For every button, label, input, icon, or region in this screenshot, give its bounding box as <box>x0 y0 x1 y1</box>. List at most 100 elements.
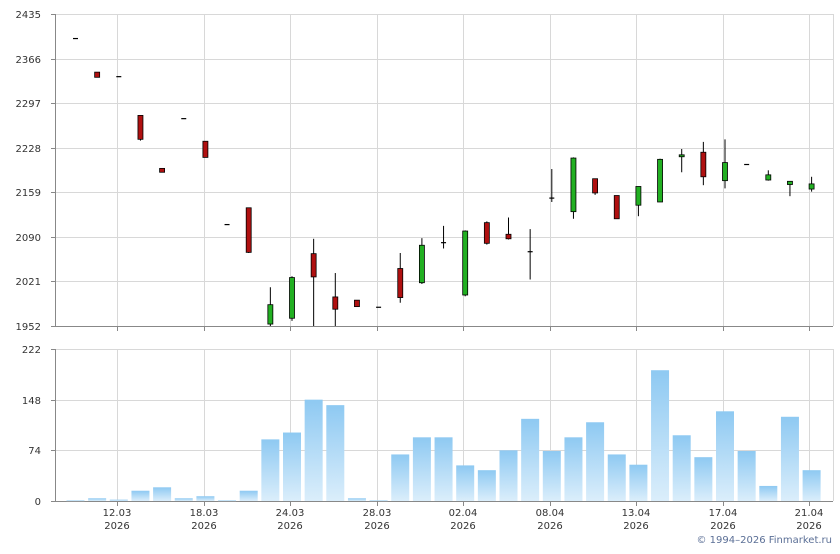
candle-body <box>94 71 101 78</box>
volume-bar <box>412 437 431 501</box>
volume-bar <box>521 418 540 501</box>
candle <box>657 158 663 203</box>
candle-body <box>700 151 707 178</box>
volume-bar <box>88 498 107 501</box>
volume-bar <box>66 500 85 502</box>
volume-bar <box>456 465 475 501</box>
candle-body <box>635 186 642 206</box>
x-tick-year: 2026 <box>796 521 821 532</box>
price-y-tick-label: 2228 <box>16 144 41 155</box>
x-tick-date: 12.03 <box>103 508 132 519</box>
x-tick-year: 2026 <box>277 521 302 532</box>
x-tick-date: 13.04 <box>622 508 651 519</box>
volume-bar <box>347 498 366 501</box>
candle <box>549 169 555 202</box>
candle <box>441 225 447 249</box>
candle-body <box>505 233 512 240</box>
price-y-tick-label: 2435 <box>16 10 41 21</box>
candle-body <box>787 180 793 185</box>
candle <box>592 178 598 195</box>
volume-bar <box>153 487 172 501</box>
price-y-tick-label: 1952 <box>16 322 41 333</box>
volume-bar <box>737 451 756 501</box>
candle-body <box>418 244 425 284</box>
candle-body <box>137 115 144 140</box>
x-tick-year: 2026 <box>710 521 735 532</box>
volume-bar <box>716 411 734 501</box>
candle-body <box>159 167 166 173</box>
candle-body <box>765 174 772 181</box>
volume-bar <box>283 432 301 501</box>
x-tick-date: 08.04 <box>536 508 565 519</box>
candle <box>700 141 707 186</box>
candle-body <box>289 277 295 319</box>
x-tick-date: 28.03 <box>363 508 392 519</box>
candle-body <box>310 253 317 278</box>
volume-bar <box>239 490 258 501</box>
candle <box>787 180 793 197</box>
candle <box>678 149 685 173</box>
candle <box>462 230 469 297</box>
candle-body <box>267 304 274 325</box>
volume-bar <box>607 454 626 501</box>
volume-bar <box>326 405 345 501</box>
candle <box>159 167 166 173</box>
x-tick-year: 2026 <box>364 521 389 532</box>
candle <box>418 238 425 285</box>
volume-bar <box>651 370 670 501</box>
copyright-credit: © 1994–2026 Finmarket.ru <box>696 535 832 546</box>
price-candles <box>73 37 815 326</box>
x-tick-year: 2026 <box>191 521 216 532</box>
candle <box>527 229 533 280</box>
volume-y-tick-label: 74 <box>28 446 41 457</box>
candle <box>137 115 144 141</box>
volume-y-axis: 0 74 148 222 <box>22 345 55 508</box>
volume-bar <box>694 457 713 501</box>
price-y-tick-label: 2366 <box>16 55 41 66</box>
volume-bar <box>629 464 648 501</box>
candle-body <box>678 154 685 158</box>
x-tick-date: 02.04 <box>449 508 478 519</box>
price-y-axis: 1952 2021 2090 2159 2228 2297 2366 2435 <box>16 10 55 333</box>
volume-bar <box>477 470 496 501</box>
price-y-tick-label: 2297 <box>16 99 41 110</box>
candle-body <box>483 222 490 244</box>
x-tick-date: 24.03 <box>276 508 305 519</box>
volume-bar <box>542 451 561 501</box>
volume-bar <box>780 416 799 501</box>
volume-bar <box>391 454 410 501</box>
candle-body <box>722 162 728 182</box>
candle-body <box>808 183 815 190</box>
volume-bars <box>66 370 821 502</box>
candle-body <box>354 299 360 308</box>
x-tick-year: 2026 <box>537 521 562 532</box>
volume-bar <box>131 490 150 501</box>
candle-body <box>592 178 598 194</box>
candle-body <box>202 140 209 158</box>
volume-bar <box>261 439 280 501</box>
volume-bar <box>802 470 821 501</box>
candle <box>202 140 209 158</box>
volume-bar <box>434 437 453 501</box>
candle <box>570 157 577 219</box>
volume-bar <box>586 422 605 501</box>
x-tick-year: 2026 <box>623 521 648 532</box>
volume-bar <box>109 499 128 501</box>
volume-y-tick-label: 148 <box>22 396 41 407</box>
candle <box>289 276 295 321</box>
x-tick-date: 21.04 <box>795 508 824 519</box>
candle <box>267 287 274 326</box>
candle-body <box>245 207 252 253</box>
volume-y-tick-label: 222 <box>22 345 41 356</box>
candle-body <box>397 268 404 298</box>
volume-bar <box>564 437 583 501</box>
x-tick-year: 2026 <box>104 521 129 532</box>
candle <box>354 299 360 308</box>
price-y-tick-label: 2090 <box>16 233 41 244</box>
candle <box>765 170 772 181</box>
candle <box>808 176 815 192</box>
x-axis: 12.03 2026 18.03 2026 24.03 2026 28.03 2026 02.0… <box>103 326 824 532</box>
candle <box>483 221 490 245</box>
